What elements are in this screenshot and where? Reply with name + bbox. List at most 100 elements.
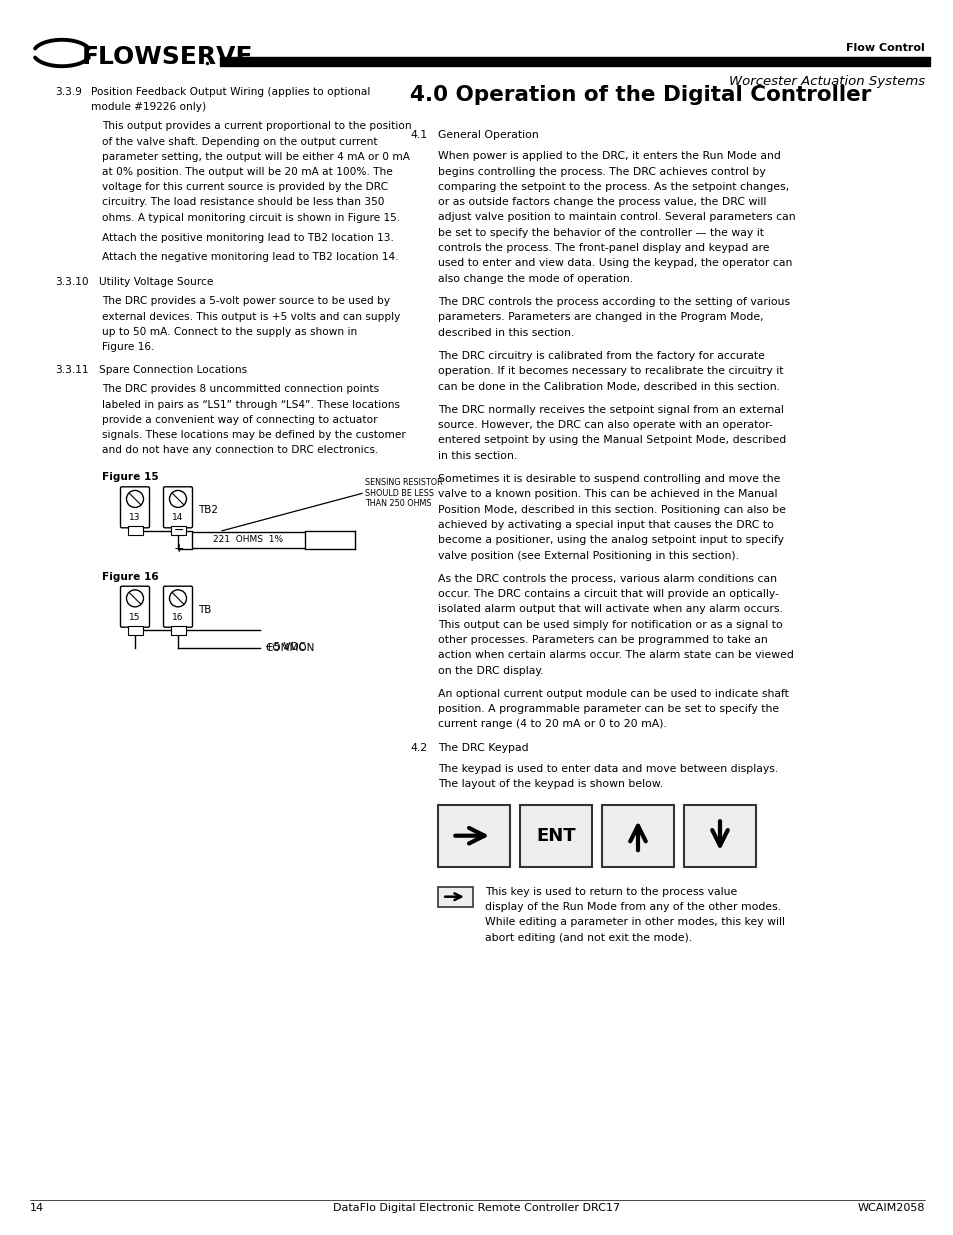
Text: An optional current output module can be used to indicate shaft: An optional current output module can be…	[437, 689, 788, 699]
Text: 14: 14	[172, 514, 184, 522]
Text: isolated alarm output that will activate when any alarm occurs.: isolated alarm output that will activate…	[437, 604, 782, 614]
Text: When power is applied to the DRC, it enters the Run Mode and: When power is applied to the DRC, it ent…	[437, 152, 781, 162]
Text: 16: 16	[172, 613, 184, 622]
Text: 3.3.10: 3.3.10	[55, 277, 89, 288]
Text: in this section.: in this section.	[437, 451, 517, 461]
Text: Position Feedback Output Wiring (applies to optional: Position Feedback Output Wiring (applies…	[91, 86, 370, 98]
Text: also change the mode of operation.: also change the mode of operation.	[437, 274, 633, 284]
Text: used to enter and view data. Using the keypad, the operator can: used to enter and view data. Using the k…	[437, 258, 792, 268]
Text: The DRC provides a 5-volt power source to be used by: The DRC provides a 5-volt power source t…	[102, 296, 390, 306]
FancyBboxPatch shape	[601, 805, 673, 867]
Text: 13: 13	[129, 514, 141, 522]
Text: provide a convenient way of connecting to actuator: provide a convenient way of connecting t…	[102, 415, 377, 425]
Text: The DRC Keypad: The DRC Keypad	[437, 742, 528, 753]
Text: occur. The DRC contains a circuit that will provide an optically-: occur. The DRC contains a circuit that w…	[437, 589, 778, 599]
FancyBboxPatch shape	[120, 587, 150, 627]
Text: Figure 15: Figure 15	[102, 473, 158, 483]
Text: The DRC controls the process according to the setting of various: The DRC controls the process according t…	[437, 296, 789, 308]
Text: Spare Connection Locations: Spare Connection Locations	[99, 366, 247, 375]
Bar	[128, 626, 142, 635]
Text: TB: TB	[198, 605, 212, 615]
Text: adjust valve position to maintain control. Several parameters can: adjust valve position to maintain contro…	[437, 212, 795, 222]
Text: of the valve shaft. Depending on the output current: of the valve shaft. Depending on the out…	[102, 137, 377, 147]
Text: display of the Run Mode from any of the other modes.: display of the Run Mode from any of the …	[484, 902, 781, 911]
Text: 221  OHMS  1%: 221 OHMS 1%	[213, 535, 283, 545]
Bar	[192, 532, 305, 548]
Text: become a positioner, using the analog setpoint input to specify: become a positioner, using the analog se…	[437, 535, 783, 545]
Text: Sometimes it is desirable to suspend controlling and move the: Sometimes it is desirable to suspend con…	[437, 474, 780, 484]
FancyBboxPatch shape	[163, 487, 193, 527]
FancyBboxPatch shape	[120, 487, 150, 527]
Text: entered setpoint by using the Manual Setpoint Mode, described: entered setpoint by using the Manual Set…	[437, 436, 785, 446]
Text: COMMON: COMMON	[265, 643, 314, 653]
Text: source. However, the DRC can also operate with an operator-: source. However, the DRC can also operat…	[437, 420, 772, 430]
Text: +: +	[173, 542, 184, 556]
Text: ohms. A typical monitoring circuit is shown in Figure 15.: ohms. A typical monitoring circuit is sh…	[102, 212, 399, 222]
Text: and do not have any connection to DRC electronics.: and do not have any connection to DRC el…	[102, 445, 378, 456]
Text: valve position (see External Positioning in this section).: valve position (see External Positioning…	[437, 551, 739, 561]
Text: position. A programmable parameter can be set to specify the: position. A programmable parameter can b…	[437, 704, 779, 714]
Circle shape	[127, 490, 143, 508]
Text: can be done in the Calibration Mode, described in this section.: can be done in the Calibration Mode, des…	[437, 382, 780, 391]
Text: up to 50 mA. Connect to the supply as shown in: up to 50 mA. Connect to the supply as sh…	[102, 327, 356, 337]
Text: Worcester Actuation Systems: Worcester Actuation Systems	[728, 75, 924, 88]
Text: action when certain alarms occur. The alarm state can be viewed: action when certain alarms occur. The al…	[437, 651, 793, 661]
Text: The keypad is used to enter data and move between displays.: The keypad is used to enter data and mov…	[437, 764, 778, 774]
Text: As the DRC controls the process, various alarm conditions can: As the DRC controls the process, various…	[437, 574, 776, 584]
Text: module #19226 only): module #19226 only)	[91, 103, 206, 112]
Circle shape	[127, 590, 143, 606]
Text: comparing the setpoint to the process. As the setpoint changes,: comparing the setpoint to the process. A…	[437, 182, 788, 191]
FancyBboxPatch shape	[437, 887, 473, 906]
Text: signals. These locations may be defined by the customer: signals. These locations may be defined …	[102, 430, 405, 440]
Text: Attach the negative monitoring lead to TB2 location 14.: Attach the negative monitoring lead to T…	[102, 252, 398, 262]
FancyBboxPatch shape	[519, 805, 592, 867]
Text: Utility Voltage Source: Utility Voltage Source	[99, 277, 213, 288]
Text: 14: 14	[30, 1203, 44, 1213]
Text: 4.1: 4.1	[410, 130, 427, 140]
Text: other processes. Parameters can be programmed to take an: other processes. Parameters can be progr…	[437, 635, 767, 645]
Text: Position Mode, described in this section. Positioning can also be: Position Mode, described in this section…	[437, 505, 785, 515]
Text: Figure 16.: Figure 16.	[102, 342, 154, 352]
Text: 3.3.11: 3.3.11	[55, 366, 89, 375]
Circle shape	[170, 590, 186, 606]
Text: The layout of the keypad is shown below.: The layout of the keypad is shown below.	[437, 779, 662, 789]
Text: achieved by activating a special input that causes the DRC to: achieved by activating a special input t…	[437, 520, 773, 530]
Text: parameters. Parameters are changed in the Program Mode,: parameters. Parameters are changed in th…	[437, 312, 762, 322]
Text: The DRC provides 8 uncommitted connection points: The DRC provides 8 uncommitted connectio…	[102, 384, 378, 394]
Text: 4.0 Operation of the Digital Controller: 4.0 Operation of the Digital Controller	[410, 85, 870, 105]
Text: The DRC normally receives the setpoint signal from an external: The DRC normally receives the setpoint s…	[437, 405, 783, 415]
Text: SENSING RESISTOR
SHOULD BE LESS
THAN 250 OHMS: SENSING RESISTOR SHOULD BE LESS THAN 250…	[365, 478, 442, 509]
Text: General Operation: General Operation	[437, 130, 538, 140]
Text: This output can be used simply for notification or as a signal to: This output can be used simply for notif…	[437, 620, 781, 630]
Text: controls the process. The front-panel display and keypad are: controls the process. The front-panel di…	[437, 243, 769, 253]
Text: Figure 16: Figure 16	[102, 572, 158, 582]
Bar	[128, 526, 142, 535]
Text: FLOWSERVE: FLOWSERVE	[82, 44, 253, 69]
Text: on the DRC display.: on the DRC display.	[437, 666, 543, 676]
Text: operation. If it becomes necessary to recalibrate the circuitry it: operation. If it becomes necessary to re…	[437, 367, 782, 377]
Text: Flow Control: Flow Control	[845, 43, 924, 53]
Text: labeled in pairs as “LS1” through “LS4”. These locations: labeled in pairs as “LS1” through “LS4”.…	[102, 400, 399, 410]
Text: DataFlo Digital Electronic Remote Controller DRC17: DataFlo Digital Electronic Remote Contro…	[334, 1203, 619, 1213]
Text: This key is used to return to the process value: This key is used to return to the proces…	[484, 887, 737, 897]
FancyBboxPatch shape	[163, 587, 193, 627]
Text: circuitry. The load resistance should be less than 350: circuitry. The load resistance should be…	[102, 198, 384, 207]
Text: ENT: ENT	[536, 826, 576, 845]
Text: 3.3.9: 3.3.9	[55, 86, 82, 98]
Text: 4.2: 4.2	[410, 742, 427, 753]
Text: be set to specify the behavior of the controller — the way it: be set to specify the behavior of the co…	[437, 227, 763, 238]
Text: This output provides a current proportional to the position: This output provides a current proportio…	[102, 121, 411, 131]
Circle shape	[170, 490, 186, 508]
Text: The DRC circuitry is calibrated from the factory for accurate: The DRC circuitry is calibrated from the…	[437, 351, 764, 361]
Text: Attach the positive monitoring lead to TB2 location 13.: Attach the positive monitoring lead to T…	[102, 233, 394, 243]
Text: current range (4 to 20 mA or 0 to 20 mA).: current range (4 to 20 mA or 0 to 20 mA)…	[437, 720, 666, 730]
Bar	[171, 526, 185, 535]
Bar	[171, 626, 185, 635]
Text: valve to a known position. This can be achieved in the Manual: valve to a known position. This can be a…	[437, 489, 777, 499]
Text: While editing a parameter in other modes, this key will: While editing a parameter in other modes…	[484, 918, 784, 927]
Text: parameter setting, the output will be either 4 mA or 0 mA: parameter setting, the output will be ei…	[102, 152, 410, 162]
FancyBboxPatch shape	[683, 805, 755, 867]
Text: abort editing (and not exit the mode).: abort editing (and not exit the mode).	[484, 932, 692, 942]
Text: or as outside factors change the process value, the DRC will: or as outside factors change the process…	[437, 198, 765, 207]
Text: −: −	[173, 525, 184, 537]
